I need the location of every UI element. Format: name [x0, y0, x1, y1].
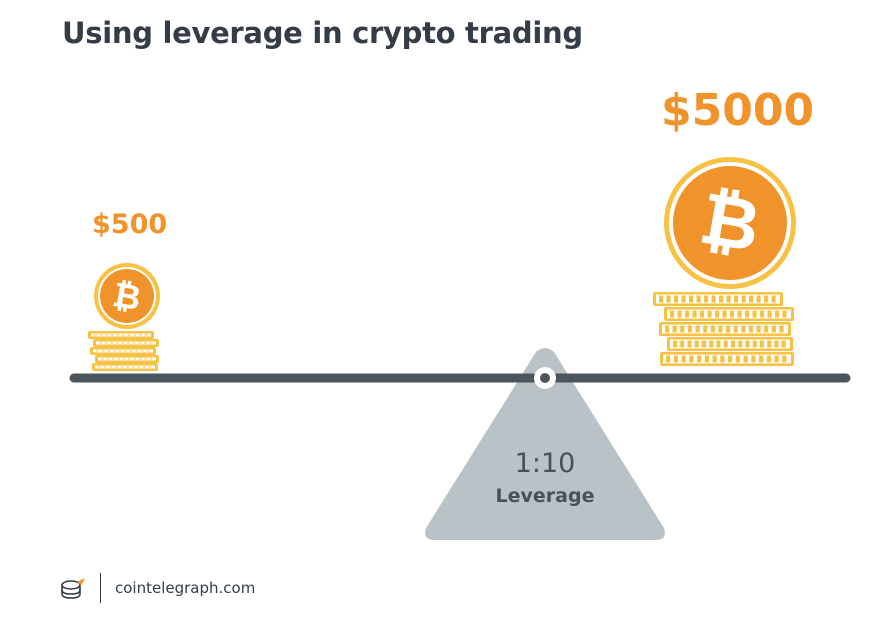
large-amount: $5000 — [661, 85, 815, 136]
fulcrum-triangle — [425, 348, 665, 540]
svg-text:₿: ₿ — [694, 176, 766, 269]
small-coin-stack-icon — [88, 331, 159, 371]
cointelegraph-logo-icon — [61, 578, 85, 599]
large-coin-stack-icon — [653, 292, 794, 366]
footer-site: cointelegraph.com — [115, 579, 256, 597]
leverage-ratio: 1:10 — [514, 448, 576, 479]
small-bitcoin-coin-icon: ₿ — [94, 263, 160, 329]
svg-text:₿: ₿ — [110, 275, 144, 319]
leverage-label: Leverage — [495, 485, 595, 507]
footer-divider — [100, 573, 101, 603]
small-amount: $500 — [92, 209, 168, 240]
page-title: Using leverage in crypto trading — [62, 16, 583, 50]
large-bitcoin-coin-icon: ₿ — [664, 157, 796, 289]
